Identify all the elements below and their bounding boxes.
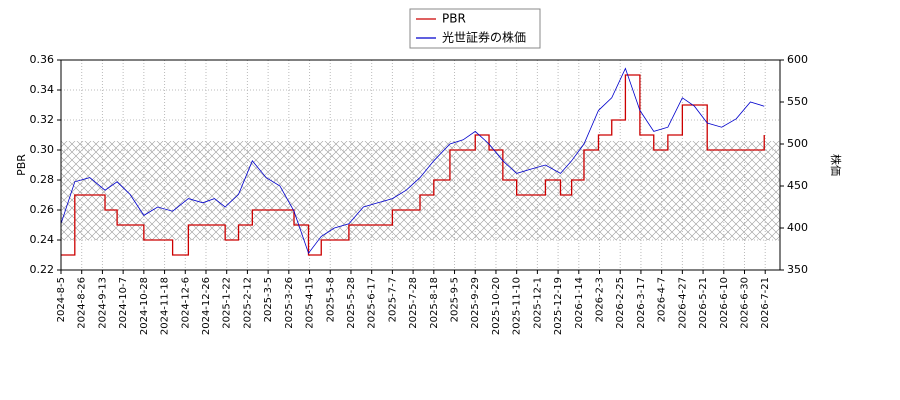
x-tick-label: 2026-2-25 xyxy=(615,277,626,329)
x-tick-label: 2024-10-28 xyxy=(139,277,150,335)
x-tick-label: 2025-2-12 xyxy=(242,277,253,329)
y-tick-label: 0.32 xyxy=(30,113,55,126)
x-tick-label: 2024-8-26 xyxy=(77,277,88,329)
x-tick-label: 2025-5-8 xyxy=(325,277,336,322)
x-tick-label: 2025-3-26 xyxy=(284,277,295,329)
x-tick-label: 2026-1-14 xyxy=(574,277,585,329)
legend-label: PBR xyxy=(442,12,466,26)
y-tick-label: 0.34 xyxy=(30,83,55,96)
x-tick-label: 2025-8-18 xyxy=(429,277,440,329)
x-tick-label: 2024-12-6 xyxy=(180,277,191,329)
y2-axis-label: 株価 xyxy=(829,154,843,176)
x-tick-label: 2026-4-27 xyxy=(677,277,688,329)
x-tick-label: 2025-5-28 xyxy=(346,277,357,329)
x-tick-label: 2025-7-28 xyxy=(408,277,419,329)
x-tick-label: 2025-12-19 xyxy=(553,277,564,335)
x-tick-label: 2024-8-5 xyxy=(56,277,67,322)
y-tick-label: 0.26 xyxy=(30,203,55,216)
x-tick-label: 2026-2-3 xyxy=(595,277,606,322)
y-tick-label: 0.24 xyxy=(30,233,55,246)
y-tick-label: 0.22 xyxy=(30,263,55,276)
x-tick-label: 2026-4-7 xyxy=(657,277,668,322)
legend-label: 光世証券の株価 xyxy=(442,30,526,45)
y2-tick-label: 450 xyxy=(787,179,808,192)
x-tick-label: 2026-6-10 xyxy=(719,277,730,329)
x-tick-label: 2024-11-18 xyxy=(160,277,171,335)
x-tick-label: 2025-7-7 xyxy=(387,277,398,322)
x-tick-label: 2025-4-15 xyxy=(305,277,316,329)
x-tick-label: 2024-10-7 xyxy=(118,277,129,329)
x-tick-label: 2025-10-20 xyxy=(491,277,502,335)
x-tick-label: 2025-3-5 xyxy=(263,277,274,322)
series-line xyxy=(60,67,765,255)
y2-tick-label: 600 xyxy=(787,53,808,66)
x-tick-label: 2025-6-17 xyxy=(367,277,378,329)
plot-frame xyxy=(60,59,781,271)
x-tick-label: 2024-12-26 xyxy=(201,277,212,335)
hatch-band xyxy=(61,141,780,240)
x-tick-label: 2026-5-21 xyxy=(698,277,709,329)
x-tick-label: 2025-9-5 xyxy=(450,277,461,322)
x-tick-label: 2026-3-17 xyxy=(636,277,647,329)
legend xyxy=(409,8,541,49)
x-tick-label: 2025-11-10 xyxy=(512,277,523,335)
x-tick-label: 2025-12-1 xyxy=(532,277,543,329)
y-tick-label: 0.30 xyxy=(30,143,55,156)
y2-tick-label: 500 xyxy=(787,137,808,150)
series-line xyxy=(61,74,765,256)
x-tick-label: 2024-9-13 xyxy=(97,277,108,329)
x-tick-label: 2026-7-21 xyxy=(760,277,771,329)
y2-tick-label: 550 xyxy=(787,95,808,108)
y2-tick-label: 400 xyxy=(787,221,808,234)
y-tick-label: 0.36 xyxy=(30,53,55,66)
y-tick-label: 0.28 xyxy=(30,173,55,186)
x-tick-label: 2025-1-22 xyxy=(222,277,233,329)
y2-tick-label: 350 xyxy=(787,263,808,276)
x-tick-label: 2026-6-30 xyxy=(739,277,750,329)
x-tick-label: 2025-9-29 xyxy=(470,277,481,329)
y-axis-label: PBR xyxy=(15,154,28,176)
